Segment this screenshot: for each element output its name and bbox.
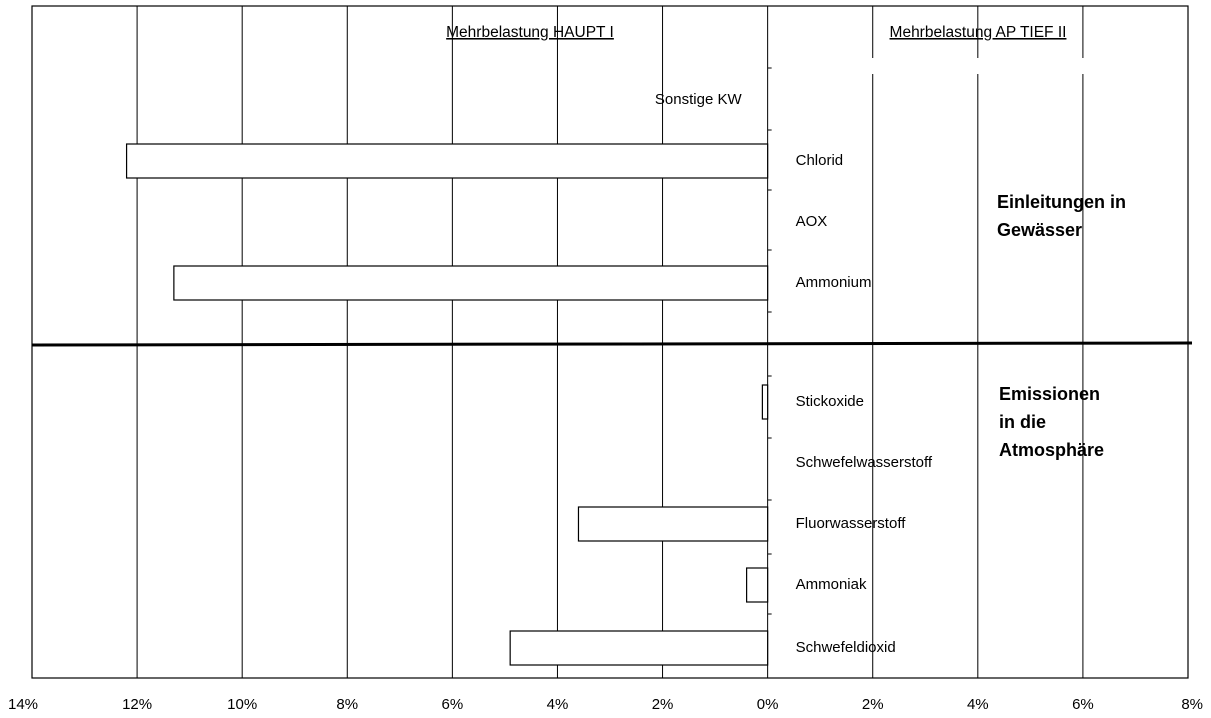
- bar: [577, 506, 769, 542]
- x-tick-label: 2%: [652, 696, 674, 713]
- section-label-lower: in die: [999, 412, 1046, 432]
- x-tick-label: 0%: [757, 696, 779, 713]
- category-label: Sonstige KW: [655, 91, 743, 108]
- category-label: Fluorwasserstoff: [796, 515, 907, 532]
- section-label-lower: Atmosphäre: [999, 440, 1104, 460]
- frame-layer: [31, 5, 1193, 679]
- header-left: Mehrbelastung HAUPT I: [446, 24, 614, 41]
- x-tick-label: 8%: [1181, 696, 1203, 713]
- labels-layer: Sonstige KW Chlorid AOX Ammonium Stickoxide S…: [8, 24, 1203, 713]
- category-label: Schwefeldioxid: [796, 639, 896, 656]
- bars-layer: [125, 143, 769, 666]
- bar: [761, 384, 769, 420]
- category-label: Ammoniak: [796, 576, 867, 593]
- header-right: Mehrbelastung AP TIEF II: [890, 24, 1067, 41]
- bar: [125, 143, 769, 179]
- bar: [746, 567, 769, 603]
- grid-layer: [136, 6, 1084, 678]
- x-tick-label: 12%: [122, 696, 152, 713]
- category-label: Ammonium: [796, 274, 872, 291]
- category-label: Schwefelwasserstoff: [796, 454, 933, 471]
- bar: [173, 265, 769, 301]
- category-label: AOX: [796, 213, 828, 230]
- section-separator: [31, 341, 1193, 347]
- x-tick-label: 8%: [336, 696, 358, 713]
- section-label-upper: Gewässer: [997, 220, 1082, 240]
- x-tick-label: 4%: [967, 696, 989, 713]
- x-tick-label: 6%: [442, 696, 464, 713]
- section-label-lower: Emissionen: [999, 384, 1100, 404]
- section-label-upper: Einleitungen in: [997, 192, 1126, 212]
- x-tick-label: 14%: [8, 696, 38, 713]
- x-tick-label: 6%: [1072, 696, 1094, 713]
- category-label: Stickoxide: [796, 393, 864, 410]
- bar: [509, 630, 769, 666]
- x-tick-label: 4%: [547, 696, 569, 713]
- x-tick-label: 10%: [227, 696, 257, 713]
- x-tick-label: 2%: [862, 696, 884, 713]
- category-label: Chlorid: [796, 152, 844, 169]
